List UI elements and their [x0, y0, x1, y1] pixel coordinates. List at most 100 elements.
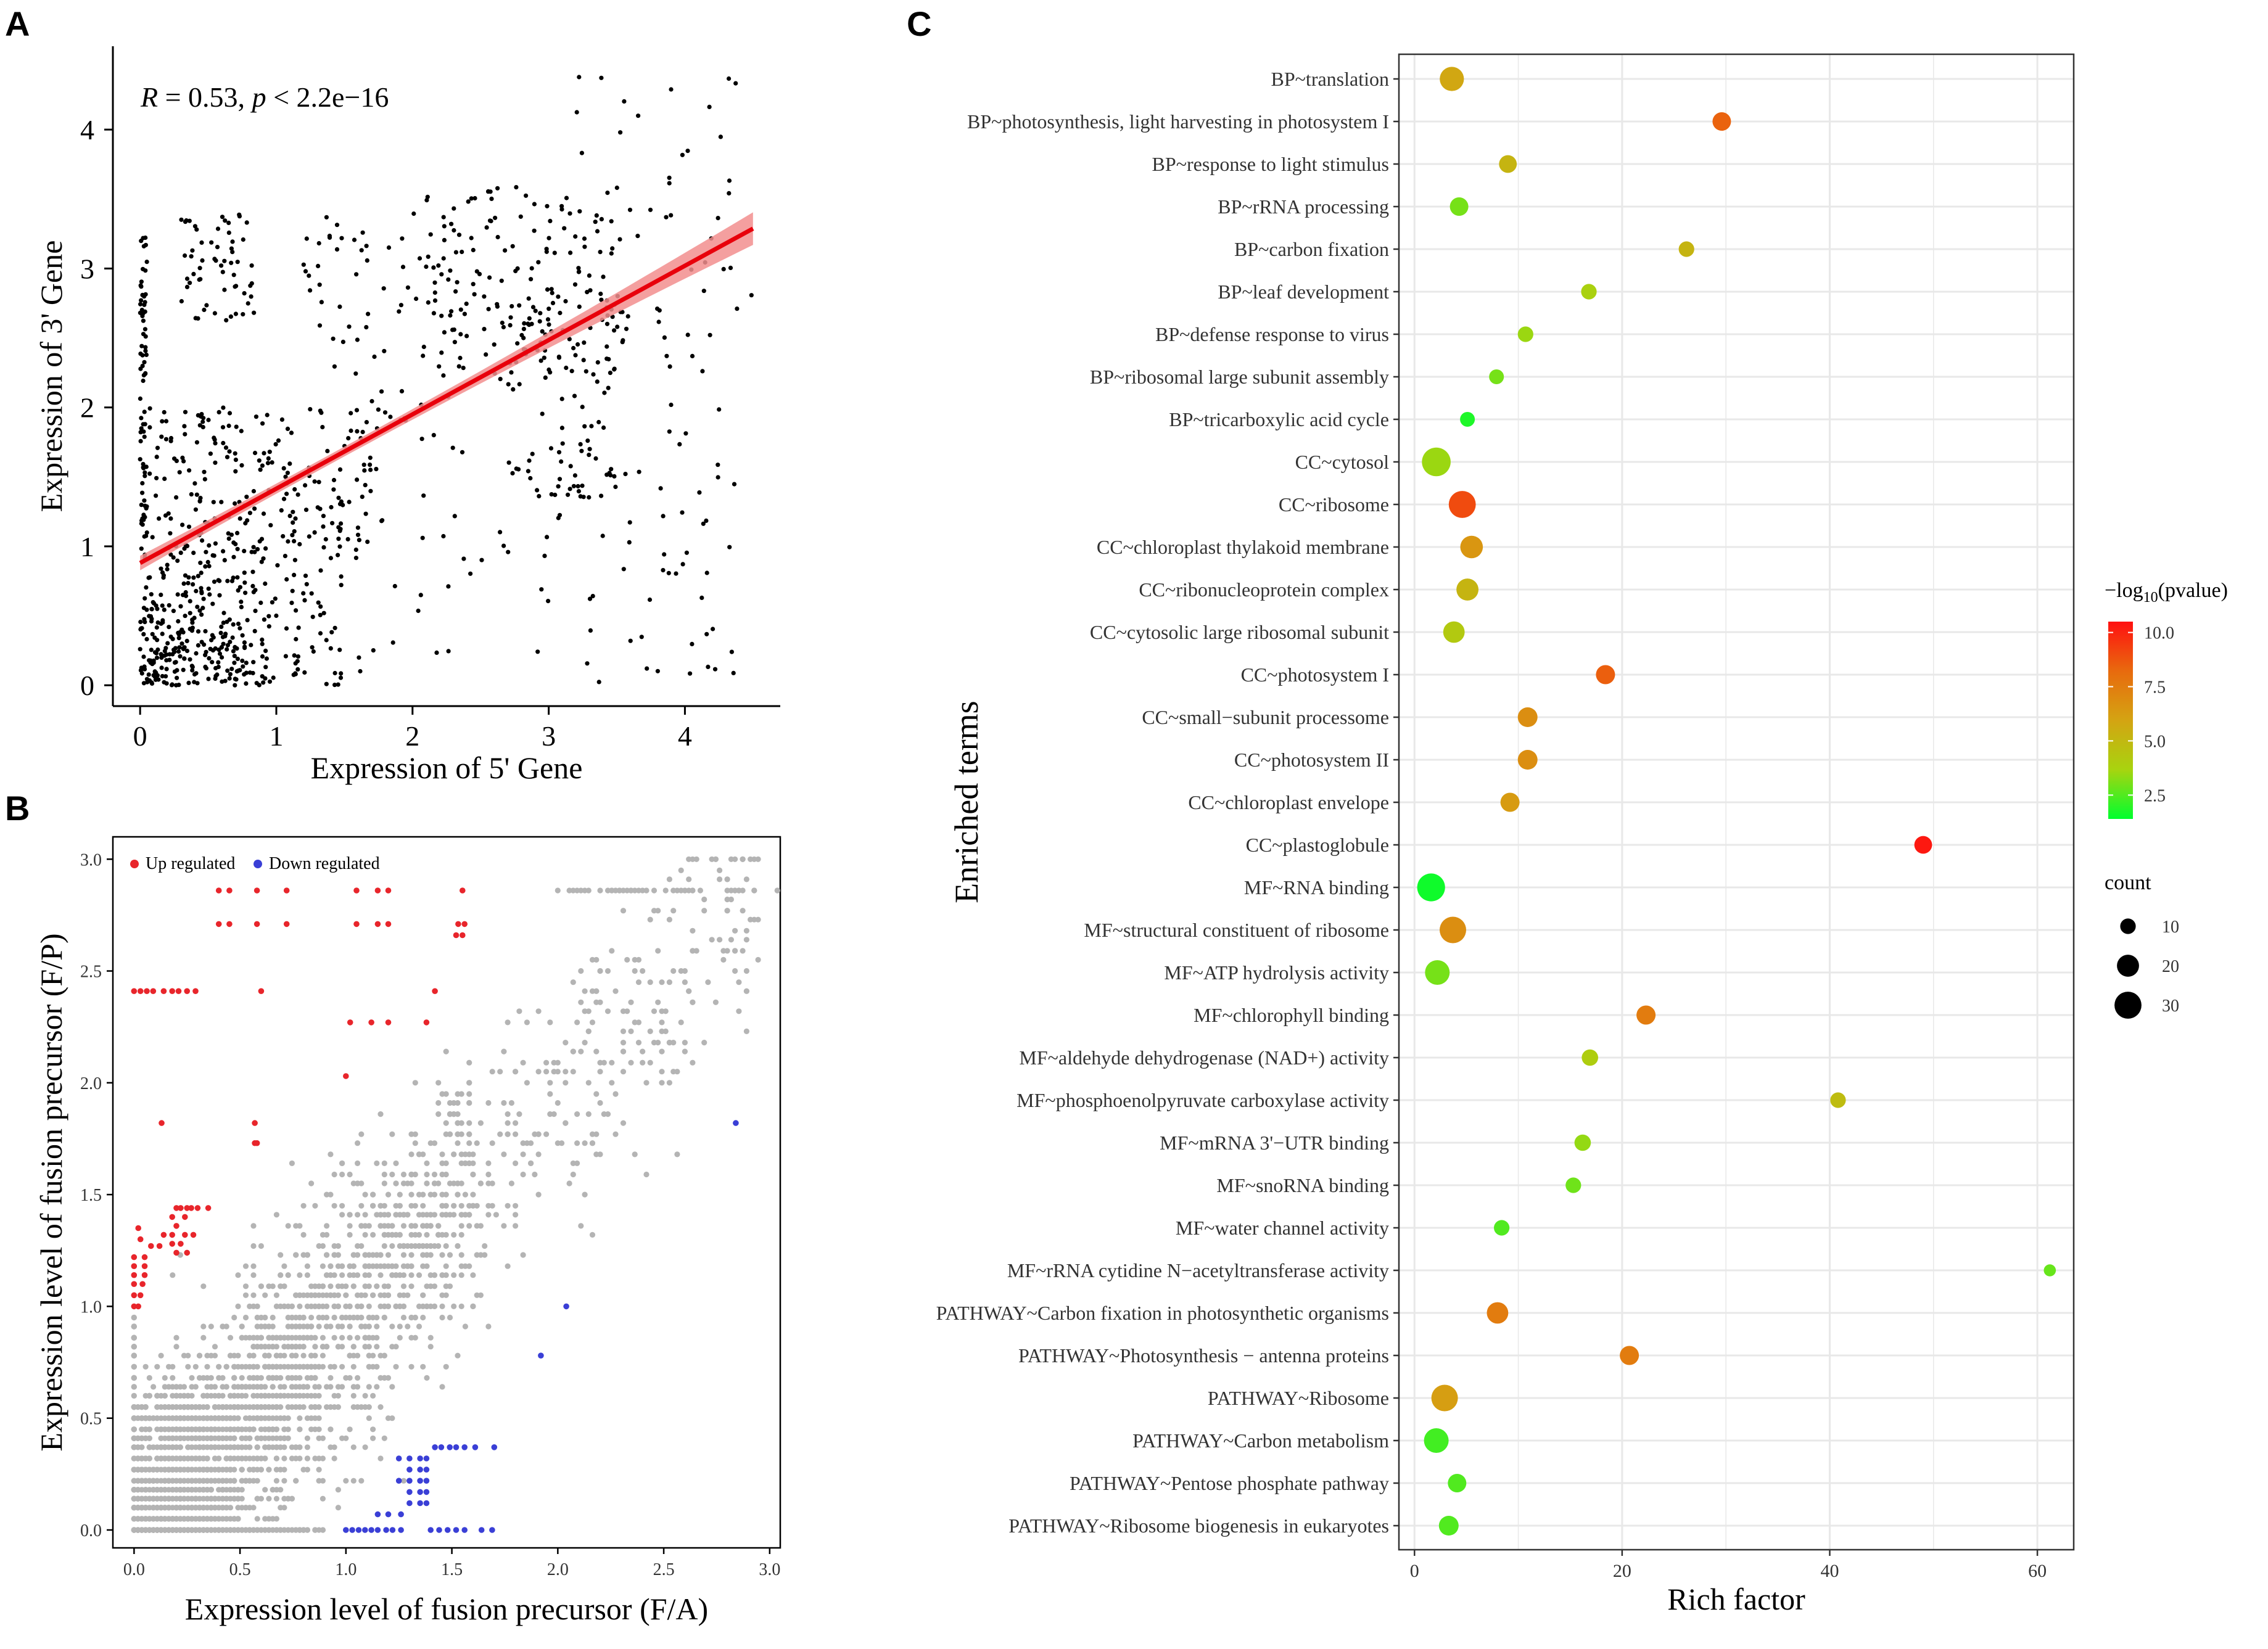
data-point — [293, 1478, 299, 1484]
data-point — [147, 575, 152, 580]
data-point — [582, 1140, 588, 1146]
data-point — [620, 1040, 627, 1046]
data-point — [447, 1444, 453, 1450]
data-point — [563, 1069, 569, 1075]
data-point — [131, 1292, 138, 1299]
data-point — [420, 1252, 426, 1258]
down-regulated-points — [343, 1120, 739, 1533]
data-point — [470, 1272, 476, 1278]
data-point — [254, 1363, 260, 1370]
data-point — [362, 1344, 368, 1350]
data-point — [150, 988, 157, 994]
data-point — [154, 454, 159, 459]
data-point — [417, 1478, 423, 1484]
data-point — [144, 585, 149, 590]
data-point — [382, 348, 387, 353]
data-point — [278, 1415, 284, 1421]
data-point — [495, 234, 500, 240]
data-point — [216, 409, 221, 415]
data-point — [247, 1455, 253, 1462]
data-point — [370, 1314, 376, 1321]
data-point — [408, 1334, 414, 1341]
data-point — [227, 1487, 234, 1493]
data-point — [162, 1384, 168, 1390]
data-point — [258, 600, 263, 606]
data-point — [774, 887, 780, 894]
data-point — [636, 113, 641, 118]
data-point — [239, 1323, 245, 1330]
data-point — [154, 625, 159, 630]
data-point — [604, 1008, 611, 1014]
data-point — [582, 1191, 588, 1198]
data-point — [141, 378, 146, 384]
term-label: BP~photosynthesis, light harvesting in p… — [967, 110, 1389, 133]
data-point — [308, 1426, 315, 1433]
data-point — [141, 422, 146, 427]
data-point — [247, 670, 252, 675]
data-point — [466, 1080, 472, 1086]
data-point — [266, 1404, 272, 1410]
data-point — [180, 455, 185, 461]
data-point — [266, 1527, 272, 1533]
data-point — [609, 251, 614, 256]
data-point — [297, 541, 302, 547]
data-point — [204, 303, 209, 308]
data-point — [328, 1426, 334, 1433]
data-point — [597, 1100, 603, 1106]
data-point — [142, 596, 147, 601]
term-label: MF~ATP hydrolysis activity — [1164, 961, 1389, 984]
data-point — [131, 1455, 137, 1462]
data-point — [273, 1303, 279, 1309]
data-point — [284, 577, 289, 582]
data-point — [184, 988, 191, 994]
data-point — [139, 546, 144, 551]
data-point — [682, 979, 688, 985]
data-point — [262, 1352, 268, 1359]
data-point — [146, 1375, 152, 1381]
data-point — [369, 399, 374, 404]
data-point — [220, 1426, 226, 1433]
data-point — [339, 1171, 345, 1178]
data-point — [424, 1243, 430, 1249]
data-point — [355, 1252, 361, 1258]
data-point — [508, 323, 513, 328]
data-point — [736, 887, 742, 894]
data-point — [392, 583, 397, 589]
data-point — [248, 283, 253, 288]
data-point — [252, 628, 257, 633]
data-point — [355, 1180, 361, 1186]
data-point — [219, 645, 224, 650]
data-point — [339, 1203, 345, 1209]
data-point — [424, 1263, 430, 1269]
data-point — [357, 655, 361, 660]
data-point — [485, 1171, 492, 1178]
data-point — [412, 1131, 418, 1137]
data-point — [225, 668, 230, 673]
data-point — [180, 522, 185, 527]
data-point — [328, 1263, 334, 1269]
data-point — [460, 249, 464, 255]
data-point — [408, 1272, 414, 1278]
data-point — [235, 1487, 241, 1493]
data-point — [598, 250, 603, 255]
term-label: MF~chlorophyll binding — [1194, 1004, 1389, 1026]
data-point — [191, 575, 196, 580]
data-point — [175, 668, 179, 673]
data-point — [292, 487, 297, 492]
data-point — [179, 641, 184, 646]
data-point — [355, 1375, 361, 1381]
term-label: CC~plastoglobule — [1246, 834, 1389, 856]
data-point — [439, 1203, 445, 1209]
data-point — [520, 1171, 526, 1178]
data-point — [587, 495, 592, 500]
data-point — [233, 458, 238, 463]
data-point — [146, 1466, 152, 1473]
data-point — [142, 1505, 149, 1511]
data-point — [578, 887, 584, 894]
data-point — [421, 353, 426, 358]
data-point — [284, 491, 289, 496]
data-point — [545, 204, 550, 208]
data-point — [680, 510, 685, 515]
data-point — [258, 1243, 264, 1249]
data-point — [538, 358, 543, 363]
